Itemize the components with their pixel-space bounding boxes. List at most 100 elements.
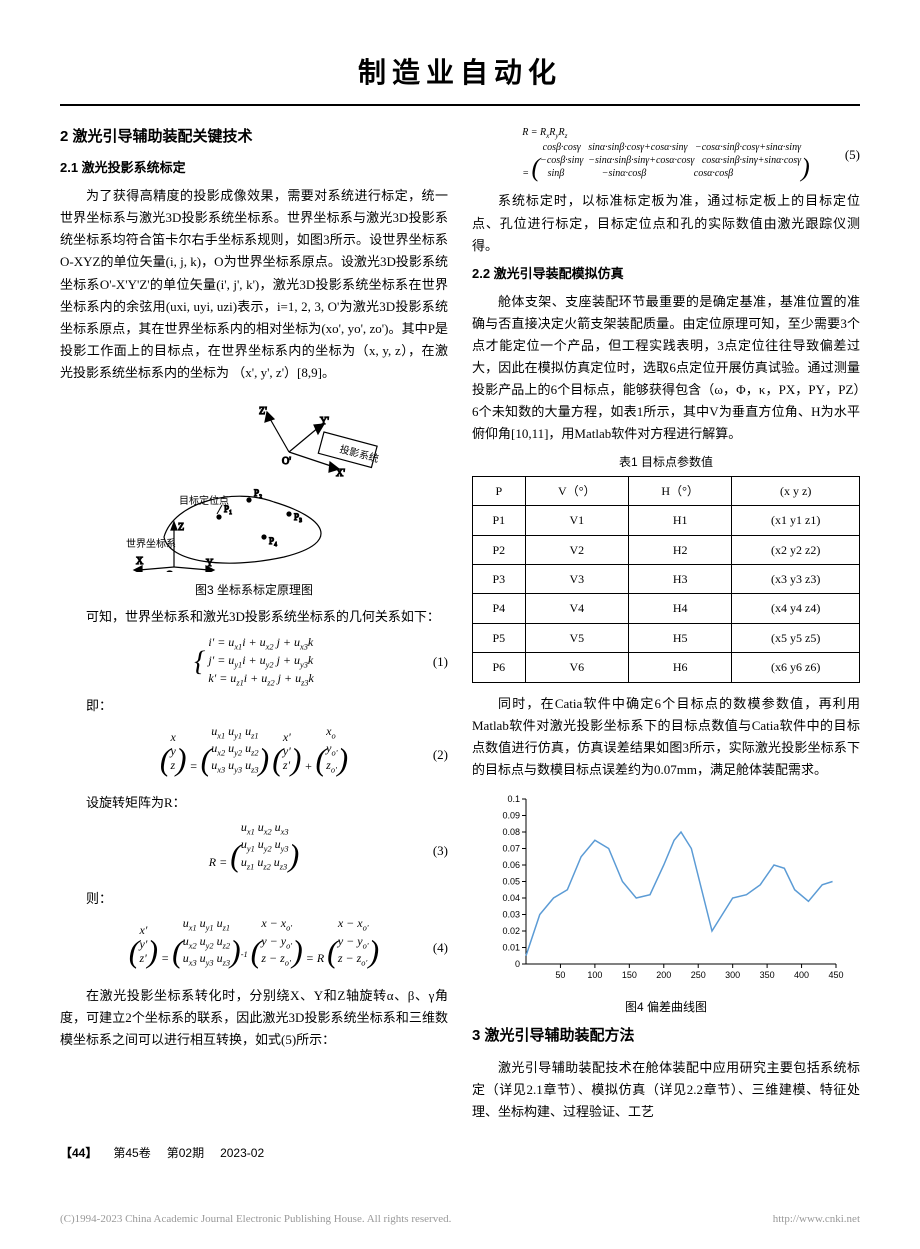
- svg-text:50: 50: [555, 970, 565, 980]
- footer-volume: 第45卷: [113, 1143, 150, 1163]
- svg-text:0.04: 0.04: [502, 893, 520, 903]
- section-3-heading: 3 激光引导辅助装配方法: [472, 1023, 860, 1049]
- svg-text:0.06: 0.06: [502, 860, 520, 870]
- paragraph-8: 舱体支架、支座装配环节最重要的是确定基准，基准位置的准确与否直接决定火箭支架装配…: [472, 291, 860, 446]
- fig3-world-label: 世界坐标系: [126, 538, 176, 550]
- figure-3: P₁ P₂ P₃ P₄ Z X Y O Z': [60, 392, 448, 572]
- table-cell: (x4 y4 z4): [732, 594, 860, 623]
- svg-text:P₄: P₄: [269, 536, 277, 546]
- page-footer: 【44】 第45卷 第02期 2023-02: [60, 1143, 860, 1163]
- table-cell: H5: [628, 623, 731, 652]
- section-2-heading: 2 激光引导辅助装配关键技术: [60, 124, 448, 150]
- table-cell: V1: [525, 506, 628, 535]
- svg-text:0.03: 0.03: [502, 910, 520, 920]
- table-row: P3V3H3(x3 y3 z3): [473, 565, 860, 594]
- table-cell: H3: [628, 565, 731, 594]
- svg-text:Y': Y': [320, 416, 329, 427]
- footer-issue: 第02期: [167, 1143, 204, 1163]
- svg-text:150: 150: [622, 970, 637, 980]
- table-cell: V4: [525, 594, 628, 623]
- svg-text:200: 200: [656, 970, 671, 980]
- svg-text:Z: Z: [178, 522, 184, 533]
- table-cell: (x3 y3 z3): [732, 565, 860, 594]
- subsection-2-1-heading: 2.1 激光投影系统标定: [60, 157, 448, 179]
- paragraph-1: 为了获得高精度的投影成像效果，需要对系统进行标定，统一世界坐标系与激光3D投影系…: [60, 185, 448, 384]
- table-1-caption: 表1 目标点参数值: [472, 452, 860, 472]
- table-cell: (x6 y6 z6): [732, 653, 860, 682]
- eq-2-number: (2): [433, 744, 448, 766]
- table-row: P5V5H5(x5 y5 z5): [473, 623, 860, 652]
- footer-date: 2023-02: [220, 1143, 264, 1163]
- table-cell: P3: [473, 565, 526, 594]
- svg-text:O': O': [282, 456, 291, 467]
- table-cell: V6: [525, 653, 628, 682]
- svg-text:0.01: 0.01: [502, 943, 520, 953]
- table-cell: P1: [473, 506, 526, 535]
- table-cell: V3: [525, 565, 628, 594]
- equation-3: R = (ux1 ux2 ux3uy1 uy2 uy3uz1 uz2 uz3) …: [60, 820, 448, 882]
- table-cell: (x2 y2 z2): [732, 535, 860, 564]
- paragraph-5: 则：: [60, 888, 448, 910]
- svg-text:0.07: 0.07: [502, 844, 520, 854]
- left-column: 2 激光引导辅助装配关键技术 2.1 激光投影系统标定 为了获得高精度的投影成像…: [60, 120, 448, 1126]
- table-cell: H1: [628, 506, 731, 535]
- svg-text:350: 350: [760, 970, 775, 980]
- figure-3-caption: 图3 坐标系标定原理图: [60, 580, 448, 600]
- right-column: R = RxRyRz = ( cosβ·cosγ sinα·sinβ·cosγ+…: [472, 120, 860, 1126]
- table-cell: P6: [473, 653, 526, 682]
- table-cell: V2: [525, 535, 628, 564]
- table-header-cell: P: [473, 476, 526, 505]
- table-cell: P4: [473, 594, 526, 623]
- table-header-cell: H（°）: [628, 476, 731, 505]
- svg-text:0.05: 0.05: [502, 877, 520, 887]
- table-cell: V5: [525, 623, 628, 652]
- eq-5-number: (5): [845, 144, 860, 166]
- table-cell: H6: [628, 653, 731, 682]
- svg-text:300: 300: [725, 970, 740, 980]
- paragraph-9: 同时，在Catia软件中确定6个目标点的数模参数值，再利用Matlab软件对激光…: [472, 693, 860, 781]
- paragraph-10: 激光引导辅助装配技术在舱体装配中应用研究主要包括系统标定（详见2.1章节）、模拟…: [472, 1057, 860, 1123]
- copyright-url: http://www.cnki.net: [773, 1210, 860, 1229]
- svg-text:400: 400: [794, 970, 809, 980]
- table-cell: (x1 y1 z1): [732, 506, 860, 535]
- copyright-bar: (C)1994-2023 China Academic Journal Elec…: [0, 1194, 920, 1245]
- table-row: P2V2H2(x2 y2 z2): [473, 535, 860, 564]
- table-row: P1V1H1(x1 y1 z1): [473, 506, 860, 535]
- svg-text:P₃: P₃: [294, 512, 302, 522]
- svg-text:P₂: P₂: [254, 488, 262, 498]
- svg-text:0.1: 0.1: [507, 794, 520, 804]
- journal-title: 制造业自动化: [60, 50, 860, 106]
- page-number: 【44】: [60, 1143, 97, 1163]
- svg-text:X': X': [336, 468, 345, 479]
- figure-4-caption: 图4 偏差曲线图: [472, 997, 860, 1017]
- table-cell: P5: [473, 623, 526, 652]
- table-header-cell: V（°）: [525, 476, 628, 505]
- svg-text:0: 0: [515, 959, 520, 969]
- subsection-2-2-heading: 2.2 激光引导装配模拟仿真: [472, 263, 860, 285]
- table-cell: H2: [628, 535, 731, 564]
- eq-4-number: (4): [433, 937, 448, 959]
- table-cell: (x5 y5 z5): [732, 623, 860, 652]
- eq-1-number: (1): [433, 651, 448, 673]
- svg-text:0.09: 0.09: [502, 811, 520, 821]
- svg-text:X: X: [136, 556, 144, 567]
- table-cell: H4: [628, 594, 731, 623]
- table-row: P4V4H4(x4 y4 z4): [473, 594, 860, 623]
- svg-text:Z': Z': [259, 406, 267, 417]
- svg-text:Y: Y: [206, 558, 213, 569]
- svg-text:O: O: [166, 570, 173, 572]
- table-cell: P2: [473, 535, 526, 564]
- svg-text:450: 450: [828, 970, 843, 980]
- svg-text:0.08: 0.08: [502, 827, 520, 837]
- svg-text:100: 100: [587, 970, 602, 980]
- paragraph-3: 即：: [60, 695, 448, 717]
- table-header-cell: (x y z): [732, 476, 860, 505]
- equation-5: R = RxRyRz = ( cosβ·cosγ sinα·sinβ·cosγ+…: [472, 126, 860, 185]
- table-1: PV（°）H（°）(x y z) P1V1H1(x1 y1 z1)P2V2H2(…: [472, 476, 860, 683]
- paragraph-7: 系统标定时，以标准标定板为准，通过标定板上的目标定位点、孔位进行标定，目标定位点…: [472, 190, 860, 256]
- equation-1: { i' = ux1i + ux2 j + ux3k j' = uy1i + u…: [60, 635, 448, 690]
- copyright-text: (C)1994-2023 China Academic Journal Elec…: [60, 1210, 451, 1229]
- eq-3-number: (3): [433, 840, 448, 862]
- svg-text:250: 250: [691, 970, 706, 980]
- paragraph-4: 设旋转矩阵为R：: [60, 792, 448, 814]
